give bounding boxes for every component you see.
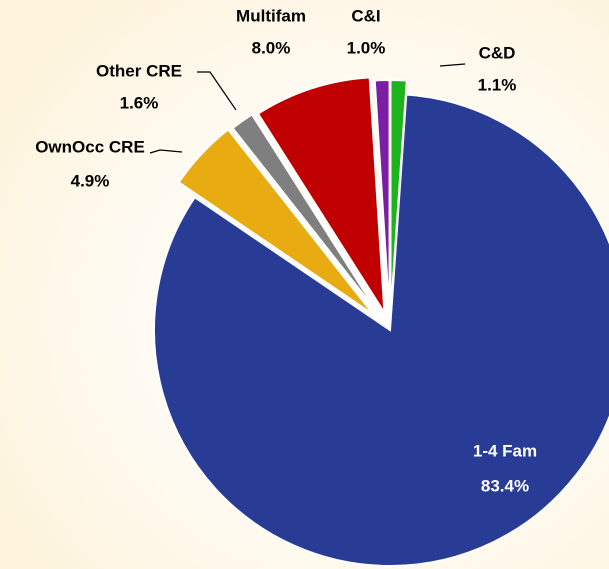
- slice-value: 1.1%: [478, 75, 517, 94]
- slice-label: C&D: [479, 43, 516, 62]
- slice-value: 1.0%: [347, 38, 386, 57]
- slice-label: 1-4 Fam: [473, 441, 537, 460]
- leader-line: [197, 71, 237, 111]
- slice-label: Multifam: [236, 6, 306, 25]
- slice-value: 1.6%: [120, 93, 159, 112]
- slice-label: Other CRE: [96, 61, 182, 80]
- leader-line: [439, 63, 466, 67]
- pie-slice: [373, 79, 391, 317]
- pie-slice: [256, 76, 386, 314]
- pie-slice: [153, 93, 609, 567]
- leader-line: [149, 149, 183, 154]
- slice-label: OwnOcc CRE: [35, 137, 145, 156]
- pie-slice: [231, 113, 380, 315]
- slice-value: 8.0%: [252, 38, 291, 57]
- slice-value: 4.9%: [71, 171, 110, 190]
- slice-value: 83.4%: [481, 476, 529, 495]
- slice-label: C&I: [351, 6, 380, 25]
- pie-slice: [177, 128, 375, 316]
